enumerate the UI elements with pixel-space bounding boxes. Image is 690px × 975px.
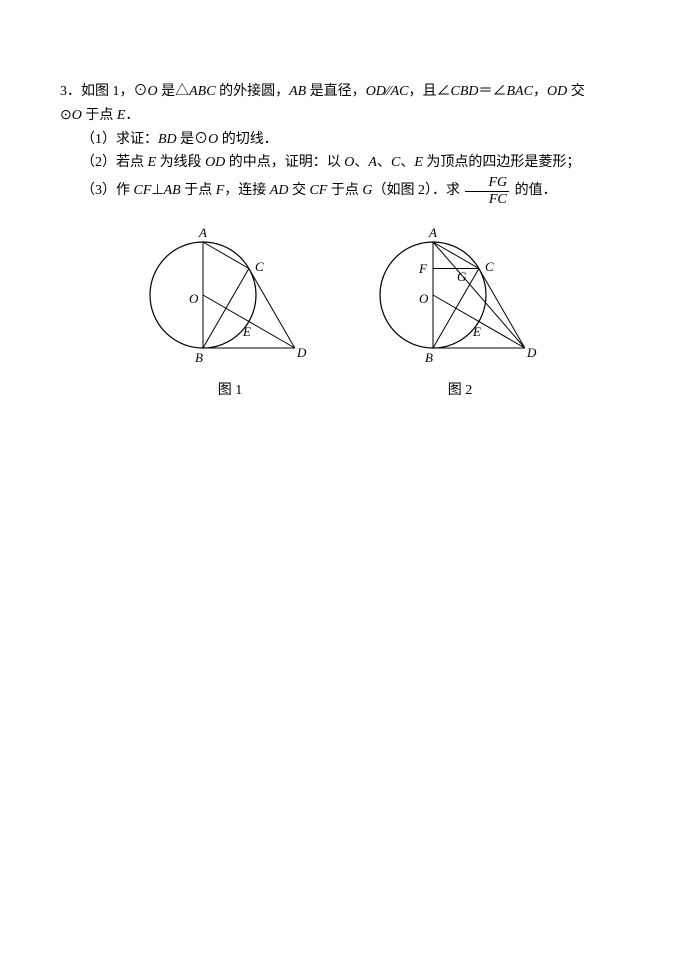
figure-1-caption: 图 1 <box>218 379 243 403</box>
svg-text:F: F <box>418 261 428 276</box>
var-ABC: ABC <box>189 84 215 99</box>
part1-prefix: （1）求证： <box>81 132 158 147</box>
svg-text:G: G <box>457 269 467 284</box>
text: 是△ <box>158 84 190 99</box>
frac-denominator: FC <box>465 192 509 207</box>
var-CBD: CBD <box>451 84 479 99</box>
var-AB: AB <box>164 183 181 198</box>
equals: ＝ <box>479 84 493 99</box>
var-AB: AB <box>289 84 306 99</box>
circle-symbol: ⊙ <box>60 108 72 123</box>
figure-1-wrap: A B C O E D 图 1 <box>135 215 325 403</box>
var-O: O <box>72 108 82 123</box>
svg-text:O: O <box>189 291 199 306</box>
svg-text:A: A <box>198 225 207 240</box>
text: ， <box>533 84 547 99</box>
svg-text:O: O <box>419 291 429 306</box>
var-OD: OD <box>205 155 225 170</box>
problem-number: 3． <box>60 84 81 99</box>
figure-2-caption: 图 2 <box>448 379 473 403</box>
var-G: G <box>362 183 372 198</box>
var-BAC: BAC <box>507 84 533 99</box>
var-O: O <box>148 84 158 99</box>
subproblem-2: （2）若点 E 为线段 OD 的中点，证明：以 O、A、C、E 为顶点的四边形是… <box>60 151 630 175</box>
text: 交 <box>288 183 309 198</box>
svg-text:A: A <box>428 225 437 240</box>
svg-text:C: C <box>255 259 264 274</box>
svg-text:D: D <box>296 345 307 360</box>
text: 的切线． <box>218 132 278 147</box>
var-CF: CF <box>134 183 152 198</box>
figure-1-svg: A B C O E D <box>135 215 325 375</box>
frac-numerator: FG <box>465 175 509 191</box>
text: 为线段 <box>156 155 205 170</box>
svg-text:B: B <box>425 350 433 365</box>
text: 如图 1，⊙ <box>81 84 148 99</box>
text: （如图 2）．求 <box>372 183 463 198</box>
sep: 、 <box>400 155 414 170</box>
part3-prefix: （3）作 <box>81 183 134 198</box>
figure-2-svg: A B C O E D F G <box>365 215 555 375</box>
subproblem-3: （3）作 CF⊥AB 于点 F，连接 AD 交 CF 于点 G（如图 2）．求 … <box>60 175 630 207</box>
var-OD: OD <box>366 84 386 99</box>
period: ． <box>125 108 139 123</box>
var-OD: OD <box>547 84 567 99</box>
text: 的值． <box>511 183 557 198</box>
text: 是⊙ <box>177 132 209 147</box>
figure-2-wrap: A B C O E D F G 图 2 <box>365 215 555 403</box>
text: 于点 <box>181 183 216 198</box>
text: 的中点，证明：以 <box>225 155 344 170</box>
sep: 、 <box>354 155 368 170</box>
angle-symbol: ∠ <box>493 84 507 99</box>
text: 于点 <box>327 183 362 198</box>
var-BD: BD <box>158 132 177 147</box>
part2-prefix: （2）若点 <box>81 155 148 170</box>
var-E: E <box>414 155 423 170</box>
text: 是直径， <box>306 84 366 99</box>
figures-row: A B C O E D 图 1 A B C O E D F G 图 2 <box>60 215 630 403</box>
perp-symbol: ⊥ <box>151 183 163 198</box>
var-E: E <box>148 155 157 170</box>
svg-text:D: D <box>526 345 537 360</box>
problem-stem-line2: ⊙O 于点 E． <box>60 104 630 128</box>
svg-text:B: B <box>195 350 203 365</box>
text: 交 <box>567 84 585 99</box>
var-AD: AD <box>270 183 289 198</box>
text: 为顶点的四边形是菱形； <box>423 155 581 170</box>
page: 3．如图 1，⊙O 是△ABC 的外接圆，AB 是直径，OD∕∕AC，且∠CBD… <box>0 0 690 403</box>
svg-text:C: C <box>485 259 494 274</box>
subproblem-1: （1）求证：BD 是⊙O 的切线． <box>60 128 630 152</box>
svg-text:E: E <box>472 324 481 339</box>
problem-stem-line1: 3．如图 1，⊙O 是△ABC 的外接圆，AB 是直径，OD∕∕AC，且∠CBD… <box>60 80 630 104</box>
sep: 、 <box>377 155 391 170</box>
var-C: C <box>391 155 400 170</box>
text: 于点 <box>82 108 117 123</box>
text: ，且∠ <box>409 84 451 99</box>
var-O: O <box>344 155 354 170</box>
var-O: O <box>208 132 218 147</box>
text: 的外接圆， <box>216 84 290 99</box>
fraction-fg-fc: FGFC <box>465 175 509 207</box>
var-AC: AC <box>391 84 409 99</box>
svg-text:E: E <box>242 324 251 339</box>
var-A: A <box>368 155 377 170</box>
var-F: F <box>216 183 225 198</box>
var-CF: CF <box>309 183 327 198</box>
text: ，连接 <box>224 183 270 198</box>
